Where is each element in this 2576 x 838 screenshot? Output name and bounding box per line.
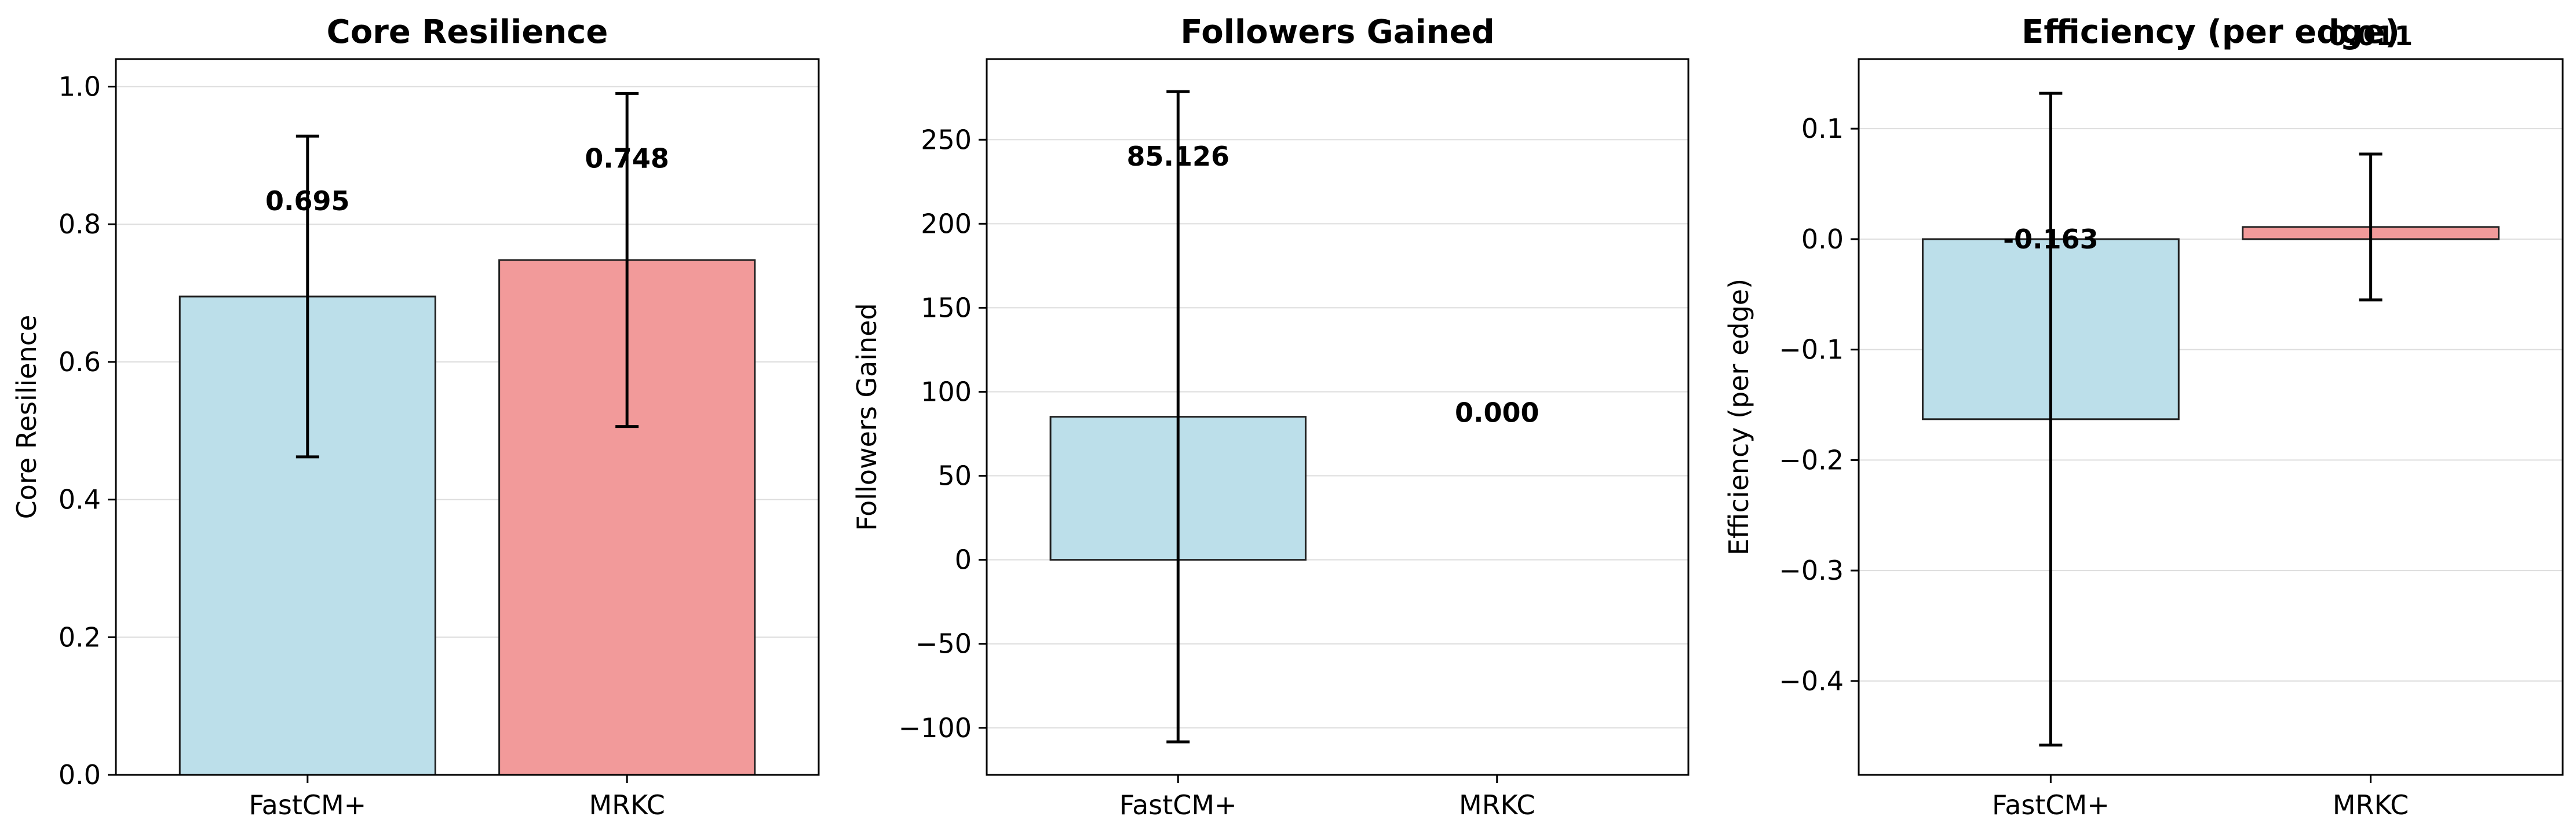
plot-frame — [1858, 58, 2564, 776]
y-tick-label: 1.0 — [59, 71, 101, 103]
y-tick-label: −0.2 — [1779, 444, 1844, 475]
chart-title: Efficiency (per edge) — [2022, 13, 2400, 51]
error-bar — [2039, 92, 2063, 746]
data-label: -0.163 — [2003, 224, 2099, 255]
y-tick-label: 0.0 — [59, 759, 101, 791]
x-tick-label: FastCM+ — [249, 789, 366, 821]
chart-title: Core Resilience — [327, 13, 608, 51]
y-tick-label: 0.0 — [1801, 224, 1844, 255]
data-label: 85.126 — [1127, 141, 1230, 172]
y-tick-label: 100 — [921, 376, 972, 407]
data-label: 0.000 — [1455, 397, 1539, 429]
data-label: 0.748 — [585, 142, 669, 174]
y-tick-label: 50 — [937, 460, 972, 492]
y-tick-label: −50 — [915, 628, 972, 660]
y-axis-label: Core Resilience — [11, 315, 42, 519]
y-tick-label: 150 — [921, 292, 972, 323]
data-label: 0.695 — [265, 185, 350, 217]
y-tick-label: 0.6 — [59, 346, 101, 378]
error-bar — [295, 134, 319, 459]
chart-efficiency-per-edge: -0.163 0.011 −0.4 −0.3 −0.2 −0.1 0.0 0.1 FastCM+… — [1723, 13, 2564, 821]
y-tick-label: −0.1 — [1779, 334, 1844, 365]
y-tick-label: 0.1 — [1801, 113, 1844, 144]
error-bar — [2359, 152, 2382, 302]
plot-frame — [986, 58, 1690, 776]
y-tick-label: 200 — [921, 208, 972, 239]
data-label: 0.011 — [2329, 20, 2413, 52]
y-tick-label: 0.4 — [59, 484, 101, 515]
x-tick-label: MRKC — [2333, 789, 2409, 821]
x-tick-label: MRKC — [1459, 789, 1535, 821]
y-tick-label: −0.3 — [1779, 555, 1844, 586]
y-tick-label: 0 — [955, 544, 972, 576]
y-axis-label: Followers Gained — [851, 303, 882, 530]
chart-followers-gained: 85.126 0.000 −100 −50 0 50 100 150 200 250 FastCM+… — [851, 13, 1690, 821]
y-axis-label: Efficiency (per edge) — [1723, 279, 1754, 555]
y-tick-label: 0.8 — [59, 208, 101, 240]
chart-core-resilience: 0.695 0.748 0.0 0.2 0.4 0.6 0.8 1.0 FastCM+ MRKC C… — [11, 13, 820, 821]
y-tick-label: −100 — [899, 712, 972, 744]
x-tick-label: FastCM+ — [1119, 789, 1237, 821]
x-tick-label: FastCM+ — [1992, 789, 2110, 821]
error-bar — [615, 92, 639, 429]
y-tick-label: 250 — [921, 124, 972, 155]
plot-frame — [115, 58, 820, 776]
y-tick-label: −0.4 — [1779, 665, 1844, 697]
error-bar — [1166, 90, 1190, 744]
x-tick-label: MRKC — [589, 789, 665, 821]
y-tick-label: 0.2 — [59, 621, 101, 653]
chart-title: Followers Gained — [1180, 13, 1494, 51]
